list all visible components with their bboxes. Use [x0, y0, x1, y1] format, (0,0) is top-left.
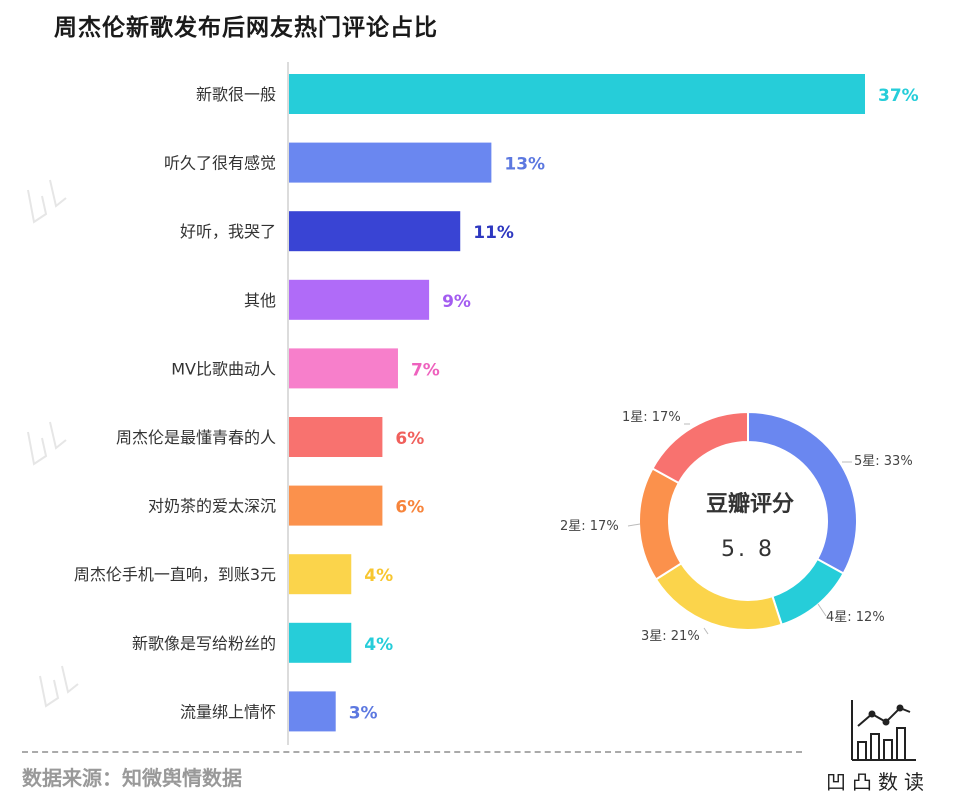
bar [289, 142, 492, 183]
bar [289, 554, 352, 595]
bar-series: 新歌很一般 37% 听久了很有感觉 13% 好听，我哭了 11% 其他 9% MV比歌曲动人 7%… [74, 74, 919, 732]
footer-divider [22, 751, 802, 753]
bar [289, 348, 398, 389]
donut-center-title: 豆瓣评分 [706, 492, 794, 517]
value-label: 3% [349, 703, 378, 723]
slice-label: 3星: 21% [641, 629, 700, 644]
value-label: 6% [395, 429, 424, 449]
category-label: 听久了很有感觉 [164, 154, 276, 173]
slice-leader-line [627, 523, 641, 527]
slice-label: 1星: 17% [622, 410, 681, 425]
bar [289, 417, 383, 457]
watermark-icon [27, 179, 79, 708]
chart-title: 周杰伦新歌发布后网友热门评论占比 [54, 15, 438, 41]
donut-slice [651, 410, 749, 485]
value-label: 9% [442, 292, 471, 312]
value-label: 4% [364, 566, 393, 586]
slice-leader-line [703, 627, 709, 635]
value-label: 4% [364, 635, 393, 655]
donut-chart: 豆瓣评分 5. 8 5星: 33% 4星: 12% 3星: 21% 2星: 17% 1星… [560, 410, 913, 644]
brand-logo-icon [851, 700, 916, 761]
value-label: 13% [504, 155, 545, 175]
category-label: MV比歌曲动人 [171, 359, 276, 378]
bar [289, 691, 336, 732]
slice-label: 4星: 12% [826, 610, 885, 625]
value-label: 37% [878, 86, 919, 106]
data-source: 数据来源：知微舆情数据 [22, 766, 242, 790]
bar [289, 279, 430, 320]
brand-name: 凹凸数读 [826, 770, 930, 794]
bar [289, 485, 383, 526]
slice-label: 2星: 17% [560, 519, 619, 534]
category-label: 新歌很一般 [196, 85, 276, 104]
category-label: 对奶茶的爱太深沉 [148, 497, 276, 516]
category-label: 周杰伦手机一直响，到账3元 [74, 565, 276, 584]
bar [289, 211, 461, 252]
donut-center-value: 5. 8 [721, 537, 775, 562]
category-label: 新歌像是写给粉丝的 [132, 634, 276, 653]
category-label: 流量绑上情怀 [180, 702, 276, 721]
donut-slice [654, 561, 783, 631]
category-label: 好听，我哭了 [180, 222, 276, 241]
donut-slice [638, 467, 683, 581]
slice-leader-line [817, 603, 827, 617]
category-label: 周杰伦是最懂青春的人 [116, 428, 276, 447]
category-label: 其他 [244, 291, 276, 310]
value-label: 6% [395, 498, 424, 518]
value-label: 11% [473, 223, 514, 243]
value-label: 7% [411, 360, 440, 380]
bar [289, 74, 865, 114]
slice-label: 5星: 33% [854, 454, 913, 469]
bar [289, 622, 352, 663]
